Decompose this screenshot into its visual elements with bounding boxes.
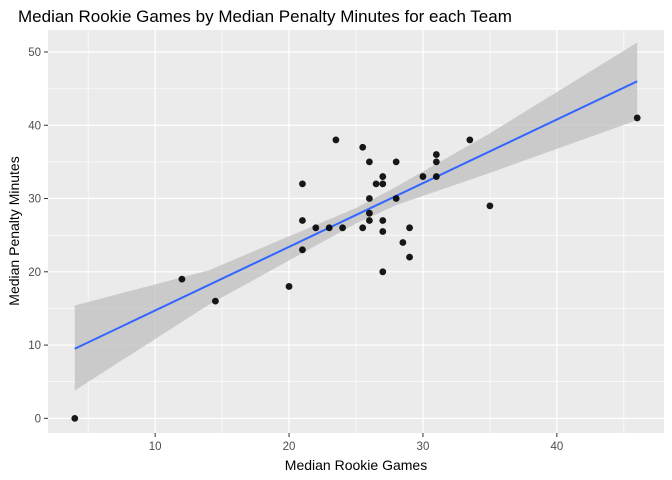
data-point bbox=[372, 180, 380, 188]
data-point bbox=[211, 297, 219, 305]
x-tick-label: 20 bbox=[283, 441, 296, 453]
trend-line bbox=[74, 80, 638, 350]
x-tick-label: 10 bbox=[149, 441, 162, 453]
data-point bbox=[379, 228, 387, 235]
y-tick-label: 30 bbox=[28, 194, 41, 206]
y-tick-label: 10 bbox=[28, 340, 41, 352]
data-point bbox=[432, 173, 440, 180]
y-tick-label: 40 bbox=[28, 120, 41, 132]
data-point bbox=[299, 180, 306, 188]
data-point bbox=[339, 224, 347, 232]
data-point bbox=[486, 202, 494, 210]
y-axis-title: Median Penalty Minutes bbox=[6, 156, 22, 305]
data-point bbox=[359, 224, 367, 232]
data-point bbox=[365, 158, 373, 166]
data-points-layer bbox=[71, 114, 641, 422]
data-point bbox=[392, 195, 400, 202]
data-point bbox=[432, 151, 440, 158]
data-point bbox=[365, 195, 373, 202]
data-point bbox=[406, 224, 413, 232]
data-point bbox=[299, 217, 306, 224]
data-point bbox=[285, 283, 293, 290]
x-axis-title: Median Rookie Games bbox=[285, 457, 427, 473]
data-point bbox=[325, 224, 333, 232]
data-point bbox=[178, 275, 186, 283]
data-point bbox=[71, 414, 79, 422]
data-point bbox=[359, 143, 367, 151]
x-axis-ticks: 10 20 30 40 bbox=[149, 433, 563, 453]
data-point bbox=[332, 136, 340, 144]
data-point bbox=[379, 268, 387, 276]
minor-gridlines bbox=[48, 30, 664, 433]
chart-title: Median Rookie Games by Median Penalty Mi… bbox=[18, 7, 512, 26]
data-point bbox=[379, 217, 387, 224]
y-tick-label: 50 bbox=[28, 47, 41, 59]
data-point bbox=[365, 217, 373, 224]
confidence-band bbox=[74, 42, 638, 391]
data-point bbox=[432, 158, 440, 166]
confidence-band-layer bbox=[74, 42, 638, 391]
y-tick-label: 0 bbox=[35, 413, 41, 425]
data-point bbox=[312, 224, 320, 232]
data-point bbox=[392, 158, 400, 166]
x-tick-label: 40 bbox=[550, 441, 563, 453]
y-axis-ticks: 0 10 20 30 40 50 bbox=[28, 47, 48, 425]
data-point bbox=[379, 173, 387, 180]
data-point bbox=[406, 253, 413, 261]
data-point bbox=[399, 239, 407, 246]
data-point bbox=[633, 114, 641, 122]
data-point bbox=[466, 136, 474, 144]
data-point bbox=[419, 173, 427, 180]
y-tick-label: 20 bbox=[28, 267, 41, 279]
data-point bbox=[379, 180, 387, 188]
data-point bbox=[365, 209, 373, 217]
data-point bbox=[299, 246, 306, 254]
x-tick-label: 30 bbox=[417, 441, 430, 453]
trend-line-layer bbox=[74, 80, 638, 350]
